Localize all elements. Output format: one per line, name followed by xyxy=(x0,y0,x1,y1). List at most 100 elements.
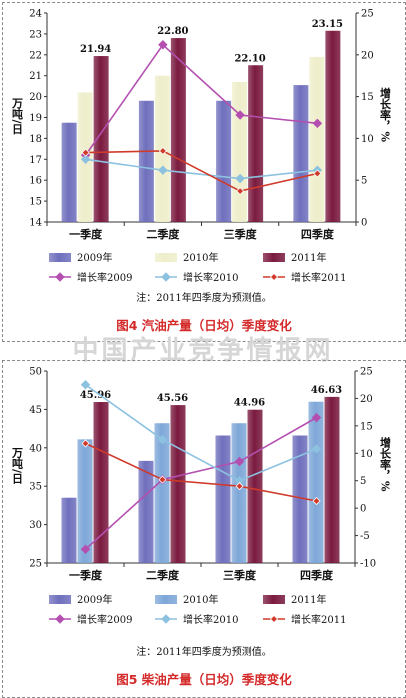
y2-tick-label: 15 xyxy=(361,92,374,103)
bar-2009年 xyxy=(293,85,309,222)
legend-label: 2010年 xyxy=(183,593,218,606)
point-增长率2011 xyxy=(158,475,167,484)
legend-swatch xyxy=(263,595,285,604)
legend-label: 2011年 xyxy=(291,593,326,606)
y-tick-label: 22 xyxy=(29,50,42,61)
legend-marker xyxy=(269,272,279,282)
line-增长率2011 xyxy=(85,150,318,192)
figure-5-chart: 25 30 35 40 45 50 -10 -5 0 5 10 15 20 25 万吨/日 增长率，% 45.9… xyxy=(11,367,392,627)
legend-label: 2009年 xyxy=(77,593,112,606)
bar-2011年 xyxy=(170,405,186,563)
point-增长率2010 xyxy=(311,444,322,454)
legend-label: 增长率2009 xyxy=(77,613,132,626)
data-label: 21.94 xyxy=(80,44,111,55)
y2-axis-title: 增长率，% xyxy=(379,436,392,492)
point-增长率2011 xyxy=(313,169,322,178)
y2-tick-label: 15 xyxy=(360,421,373,432)
legend-marker xyxy=(161,272,171,282)
legend-marker xyxy=(55,614,65,624)
y2-tick-label: -10 xyxy=(360,559,376,570)
y2-axis-title: 增长率，% xyxy=(379,86,392,142)
y2-tick-label: 10 xyxy=(360,449,373,460)
y2-tick-label: 25 xyxy=(361,9,374,20)
legend-label: 增长率2010 xyxy=(183,271,238,284)
bar-2009年 xyxy=(61,497,77,563)
point-增长率2010 xyxy=(80,154,91,165)
y-tick-label: 45 xyxy=(29,405,42,416)
watermark: 中国产业竞争情报网 xyxy=(72,336,334,366)
point-增长率2009 xyxy=(158,40,168,50)
x-tick-label: 一季度 xyxy=(69,227,103,241)
bar-2009年 xyxy=(61,122,77,222)
figure-4-caption: 图4 汽油产量（日均）季度变化 xyxy=(116,318,292,333)
y-tick-label: 30 xyxy=(29,520,42,531)
y2-tick-label: 5 xyxy=(360,476,366,487)
point-增长率2011 xyxy=(158,146,167,156)
legend-swatch xyxy=(263,253,285,262)
legend-marker xyxy=(55,272,65,282)
figure-5-panel: 25 30 35 40 45 50 -10 -5 0 5 10 15 20 25 万吨/日 增长率，% 45.9… xyxy=(2,360,406,698)
legend-swatch xyxy=(49,595,71,604)
legend-swatch xyxy=(49,253,71,262)
x-tick-label: 二季度 xyxy=(146,227,180,241)
bar-2009年 xyxy=(216,100,232,222)
legend-marker xyxy=(161,614,171,624)
bar-2011年 xyxy=(324,396,340,563)
data-label: 46.63 xyxy=(311,385,342,396)
legend-swatch xyxy=(155,253,177,262)
figure-5-note: 注：2011年四季度为预测值。 xyxy=(136,647,272,658)
point-增长率2010 xyxy=(157,434,168,445)
y2-tick-label: 0 xyxy=(360,504,366,515)
point-增长率2009 xyxy=(235,110,245,120)
bar-2009年 xyxy=(215,435,231,563)
y-tick-label: 14 xyxy=(29,218,42,229)
figure-4-panel: 14 15 16 17 18 19 20 21 22 23 24 0 5 10 15 20 25 万吨/日 增长率，… xyxy=(2,2,406,342)
data-label: 22.10 xyxy=(234,53,265,64)
point-增长率2011 xyxy=(235,482,244,491)
legend-label: 2010年 xyxy=(183,251,218,264)
bar-2009年 xyxy=(138,100,154,222)
y2-tick-label: 0 xyxy=(361,218,367,229)
y-tick-label: 16 xyxy=(29,176,42,187)
line-增长率2009 xyxy=(84,43,318,156)
bar-2010年 xyxy=(77,439,93,563)
bar-2010年 xyxy=(154,423,170,563)
point-增长率2010 xyxy=(80,380,91,390)
line-增长率2010 xyxy=(85,158,318,180)
line-增长率2009 xyxy=(84,416,317,550)
y-tick-label: 50 xyxy=(29,367,42,378)
bar-2011年 xyxy=(247,409,263,563)
point-增长率2010 xyxy=(158,165,168,175)
line-增长率2011 xyxy=(85,442,317,502)
y-tick-label: 17 xyxy=(29,155,42,166)
bar-2010年 xyxy=(308,401,324,563)
y-tick-label: 35 xyxy=(29,482,42,493)
legend-label: 2011年 xyxy=(291,251,326,264)
bar-2010年 xyxy=(232,81,248,222)
y-tick-label: 19 xyxy=(29,113,42,124)
point-增长率2011 xyxy=(81,148,90,157)
y2-tick-label: 5 xyxy=(361,176,367,187)
bar-2011年 xyxy=(93,402,109,563)
bar-2009年 xyxy=(138,460,154,563)
data-label: 45.96 xyxy=(80,390,111,401)
point-增长率2009 xyxy=(311,412,322,423)
legend-marker xyxy=(269,614,279,624)
y2-tick-label: 20 xyxy=(361,50,374,61)
data-label: 23.15 xyxy=(312,19,343,30)
x-tick-label: 四季度 xyxy=(301,227,335,241)
y-tick-label: 24 xyxy=(29,9,42,20)
bar-2011年 xyxy=(93,56,109,222)
legend-label: 增长率2009 xyxy=(77,271,132,284)
legend-label: 增长率2010 xyxy=(183,613,238,626)
y-tick-label: 21 xyxy=(29,71,42,82)
legend-label: 增长率2011 xyxy=(291,613,346,626)
y-axis-title: 万吨/日 xyxy=(11,97,25,135)
data-label: 22.80 xyxy=(157,26,188,37)
y-tick-label: 23 xyxy=(29,29,42,40)
x-tick-label: 三季度 xyxy=(223,568,257,582)
y-axis-title: 万吨/日 xyxy=(11,447,25,485)
bar-2009年 xyxy=(292,435,308,563)
point-增长率2009 xyxy=(312,118,323,129)
y-tick-label: 25 xyxy=(29,559,42,570)
